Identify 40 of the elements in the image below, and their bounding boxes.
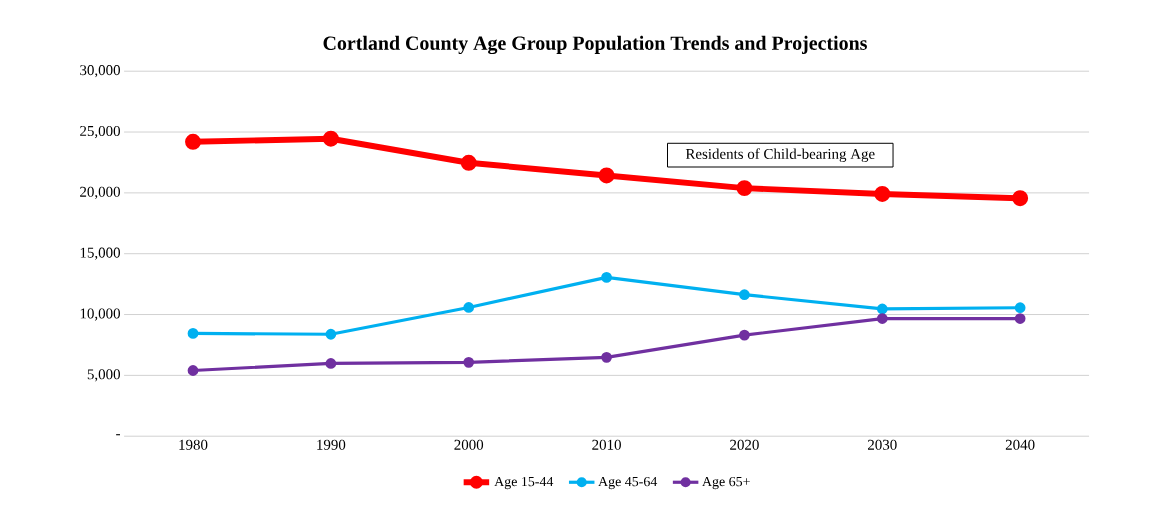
point bbox=[598, 167, 615, 184]
point bbox=[876, 303, 888, 315]
point bbox=[187, 328, 199, 339]
point bbox=[463, 302, 475, 313]
point bbox=[325, 358, 337, 369]
point bbox=[185, 133, 201, 150]
y-tick-label: 5,000 bbox=[87, 369, 120, 382]
point bbox=[601, 272, 612, 283]
y-tick-label: 15,000 bbox=[80, 247, 120, 260]
point bbox=[874, 185, 891, 202]
point bbox=[739, 289, 750, 301]
point bbox=[1014, 313, 1026, 324]
x-tick-label: 2010 bbox=[592, 439, 621, 450]
point bbox=[601, 351, 612, 363]
point bbox=[739, 329, 750, 341]
y-tick-label: 20,000 bbox=[80, 186, 120, 199]
y-tick-label: 25,000 bbox=[80, 125, 120, 139]
annotation: Residents of Child-bearing Age bbox=[685, 148, 875, 163]
point bbox=[876, 313, 888, 324]
point bbox=[322, 130, 339, 147]
point bbox=[736, 180, 753, 197]
point bbox=[1012, 190, 1029, 207]
chart-title: Cortland County Age Group Population Trends and Projections bbox=[323, 35, 867, 55]
y-tick-label: 30,000 bbox=[80, 65, 120, 78]
point bbox=[463, 356, 475, 368]
x-tick-label: 1990 bbox=[317, 439, 346, 450]
point bbox=[1014, 302, 1026, 314]
x-tick-label: 2000 bbox=[454, 439, 484, 450]
x-tick-label: 2040 bbox=[1005, 439, 1035, 450]
legend-label: Age 65+ bbox=[702, 476, 750, 490]
x-tick-label: 2020 bbox=[730, 439, 759, 450]
point bbox=[460, 154, 477, 171]
x-tick-label: 1980 bbox=[179, 439, 208, 450]
point bbox=[325, 328, 337, 340]
x-tick-label: 2030 bbox=[868, 439, 897, 450]
y-tick-label: 10,000 bbox=[80, 308, 120, 321]
point bbox=[187, 365, 199, 376]
legend-label: Age 15-44 bbox=[494, 476, 554, 490]
legend-label: Age 45-64 bbox=[598, 476, 658, 490]
y-tick-label: - bbox=[116, 434, 121, 436]
